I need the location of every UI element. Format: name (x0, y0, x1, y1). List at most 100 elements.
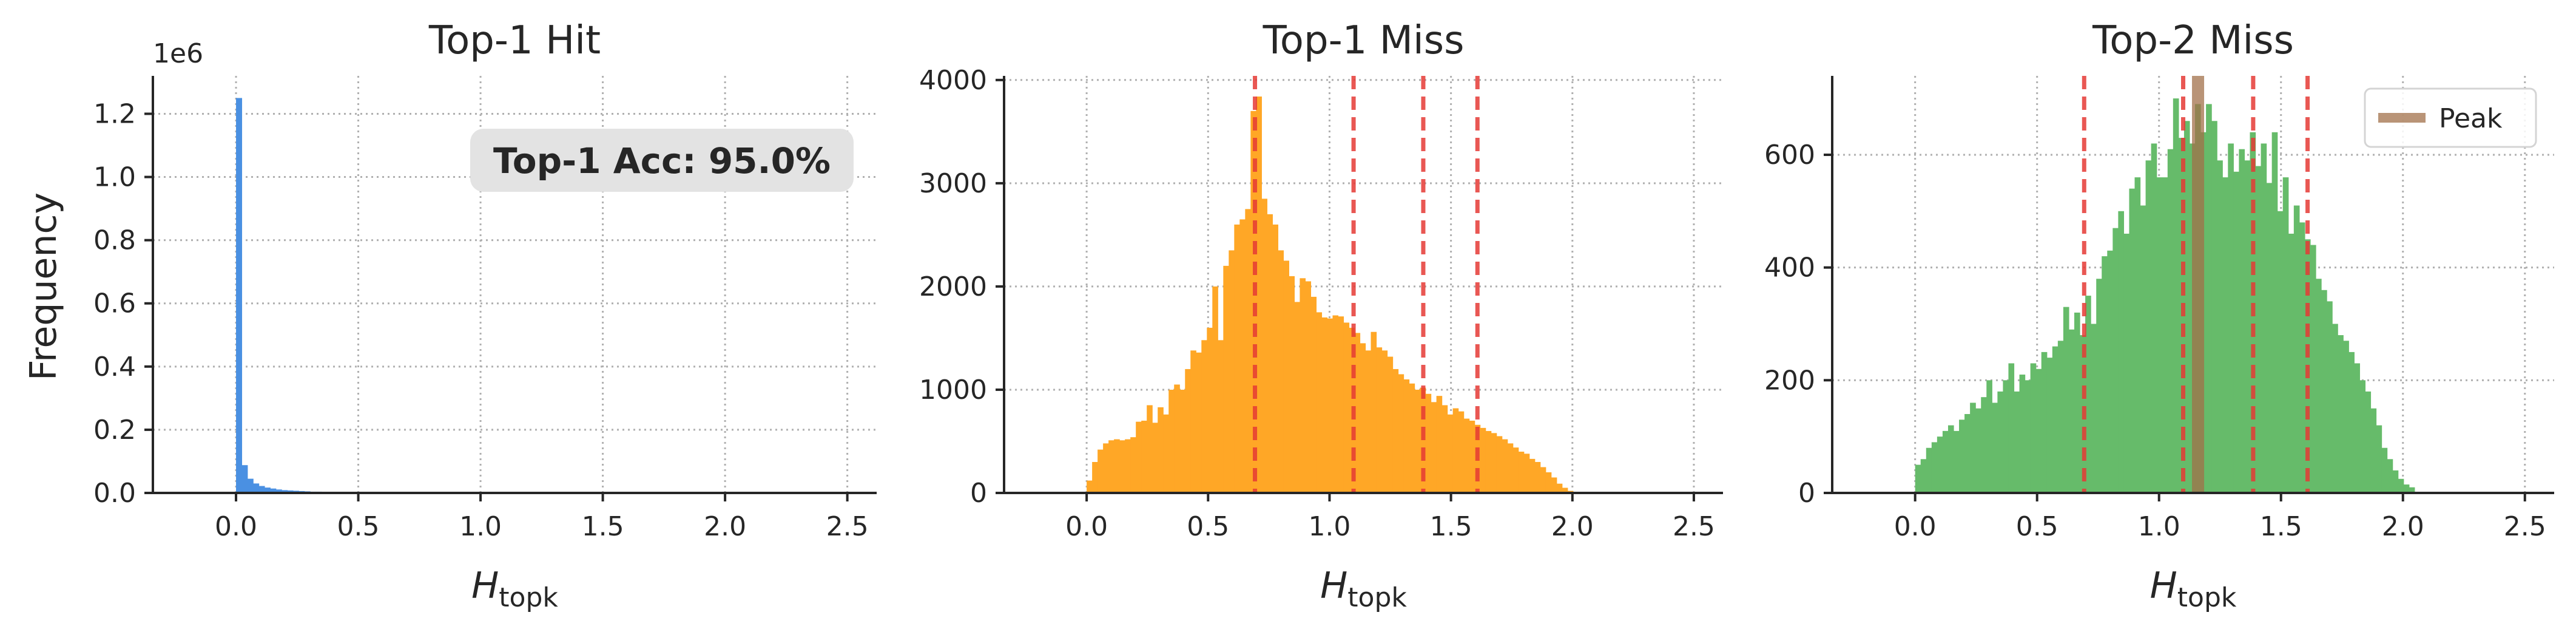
histogram-bar (1147, 405, 1153, 493)
histogram-bar (1163, 414, 1169, 493)
histogram-bar (1398, 374, 1404, 493)
histogram-bar (2387, 459, 2393, 493)
histogram-bar (1332, 315, 1339, 493)
histogram-bar (264, 487, 271, 493)
histogram-bar (2206, 104, 2212, 493)
histogram-bar (1387, 356, 1394, 493)
histogram-bar (1920, 459, 1927, 493)
histogram-bar (2019, 375, 2026, 493)
x-axis-label: Htopk (2150, 565, 2237, 613)
annotation-text: Top-1 Acc: 95.0% (493, 140, 831, 182)
histogram-bar (1409, 383, 1415, 493)
histogram-bar (1212, 286, 1218, 493)
panel-2: 0.0 0.5 1.0 1.5 2.0 2.5 0 1000 2000 3000 4000 Top-1… (919, 18, 1723, 613)
histogram-bar (1261, 199, 1267, 493)
histogram-bar (2321, 290, 2327, 493)
histogram-bar (2030, 363, 2037, 493)
histogram-bar (1463, 418, 1470, 493)
histogram-bar (2310, 245, 2316, 493)
histogram-bar (1245, 209, 1251, 493)
histogram-bar (2370, 408, 2377, 493)
histogram-bar (2156, 177, 2163, 493)
histogram-bar (1327, 318, 1334, 493)
y-tick-label: 1.2 (93, 98, 136, 129)
histogram-bar (2403, 484, 2410, 493)
y-tick-label: 3000 (919, 168, 987, 199)
panel-1: 0.0 0.5 1.0 1.5 2.0 2.5 0.0 0.2 0.4 0.6 0.8 1.0 1.2 1… (93, 18, 877, 613)
x-tick-label: 2.5 (1673, 511, 1715, 542)
x-tick-label: 1.5 (2260, 511, 2302, 542)
histogram-bar (1534, 461, 1541, 493)
histogram-bar (2392, 470, 2399, 493)
histogram-bar (1250, 110, 1256, 493)
histogram-bar (1556, 483, 1563, 493)
y-axis-label: Frequency (22, 192, 65, 381)
histogram-bar (2239, 149, 2245, 493)
y-tick-label: 4000 (919, 65, 987, 96)
histogram-bar (1469, 420, 1475, 493)
histogram-bar (2052, 346, 2058, 493)
x-axis-label: Htopk (1320, 565, 1407, 613)
histogram-bar (1267, 214, 1273, 493)
histogram-bar (2316, 279, 2322, 493)
histogram-bar (2271, 132, 2278, 494)
histogram-bar (2096, 279, 2102, 493)
histogram-bar (2102, 256, 2108, 493)
histogram-bar (2381, 447, 2388, 493)
histogram-bar (1174, 384, 1180, 493)
x-tick-label: 0.0 (1894, 511, 1937, 542)
histogram-bar (1310, 296, 1317, 493)
y-tick-label: 0.2 (93, 415, 136, 446)
histogram-bar (1926, 447, 1932, 493)
histogram-bar (2266, 183, 2273, 493)
x-tick-label: 1.0 (2138, 511, 2180, 542)
histogram-bar (1452, 408, 1459, 493)
panel-title: Top-2 Miss (2092, 18, 2294, 63)
y-tick-label: 1.0 (93, 162, 136, 193)
x-tick-label: 1.5 (1430, 511, 1472, 542)
y-tick-label: 0.6 (93, 288, 136, 319)
histogram-bar (1108, 440, 1114, 493)
histogram-bar (1491, 433, 1497, 493)
histogram-bar (1294, 302, 1301, 493)
histogram-bar (2091, 324, 2097, 493)
histogram-bar (1431, 402, 1437, 493)
histogram-bar (1223, 265, 1229, 493)
histogram-bar (1365, 350, 1372, 493)
histogram-bar (1185, 368, 1191, 493)
x-tick-label: 0.5 (337, 511, 380, 542)
histogram-bar (1540, 467, 1546, 493)
histogram-bar (287, 490, 294, 493)
histogram-bar (2025, 380, 2031, 493)
histogram-bar (2129, 188, 2136, 493)
histogram-bar (1959, 419, 1965, 493)
histogram-bar (1376, 347, 1383, 493)
histogram-bar (2085, 296, 2091, 493)
histogram-bar (1954, 430, 1960, 493)
histogram-bar (1338, 316, 1344, 493)
histogram-bar (1392, 368, 1399, 493)
histogram-bar (236, 98, 243, 493)
histogram-bar (1321, 317, 1328, 493)
histogram-bar (2041, 351, 2048, 493)
histogram-bar (2140, 205, 2146, 493)
x-tick-label: 0.0 (1065, 511, 1108, 542)
y-tick-label: 600 (1764, 140, 1815, 171)
histogram-bar (247, 478, 254, 493)
histogram-bar (2277, 211, 2284, 493)
histogram-bar (2162, 177, 2168, 493)
histogram-bar (1986, 380, 1992, 493)
histogram-bar (1551, 477, 1557, 493)
histogram-bar (1403, 379, 1410, 493)
histogram-bar (2035, 368, 2042, 493)
histogram-bar (1441, 405, 1448, 493)
histogram-bar (2057, 341, 2064, 493)
histogram-bar (1942, 430, 1949, 493)
histogram-bar (1981, 397, 1987, 493)
histogram-bar (1502, 439, 1508, 493)
x-tick-label: 2.0 (1551, 511, 1594, 542)
histogram-bar (1947, 425, 1954, 493)
histogram-bar (1964, 414, 1971, 493)
histogram-bar (2398, 478, 2404, 493)
